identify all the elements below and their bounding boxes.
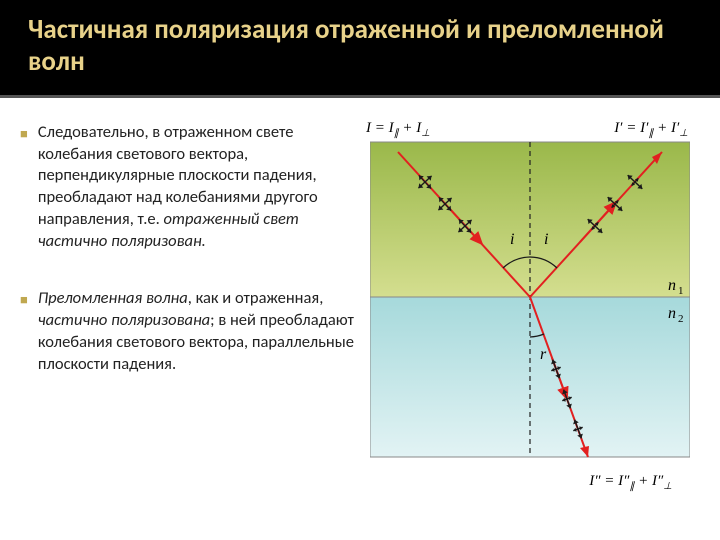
svg-text:1: 1 — [678, 285, 684, 297]
b2-mid: , как и отраженная, — [188, 288, 324, 308]
svg-text:r: r — [540, 346, 547, 363]
svg-text:n: n — [668, 277, 676, 294]
svg-text:i: i — [544, 231, 548, 248]
b2-em1: Преломленная волна — [38, 288, 188, 308]
content-area: ■ Следовательно, в отраженном свете коле… — [0, 98, 720, 492]
svg-text:i: i — [510, 231, 514, 248]
bullet-icon: ■ — [20, 126, 28, 253]
diagram-svg: i i r n 1 n 2 — [370, 122, 690, 477]
bullet-2: ■ Преломленная волна, как и отраженная, … — [20, 288, 360, 375]
bullet-1-text: Следовательно, в отраженном свете колеба… — [38, 122, 360, 253]
bullet-1: ■ Следовательно, в отраженном свете коле… — [20, 122, 360, 253]
polarization-diagram: I = I∥ + I⊥ I′ = I′∥ + I′⊥ I″ = I″∥ + I″… — [370, 122, 690, 492]
formula-refracted: I″ = I″∥ + I″⊥ — [589, 473, 672, 492]
bullet-icon: ■ — [20, 292, 28, 375]
text-column: ■ Следовательно, в отраженном свете коле… — [20, 122, 360, 492]
svg-text:2: 2 — [678, 313, 684, 325]
b2-em2: частично поляризована — [38, 310, 210, 330]
bullet-2-text: Преломленная волна, как и отраженная, ча… — [38, 288, 360, 375]
formula-reflected: I′ = I′∥ + I′⊥ — [614, 120, 688, 139]
formula-incident: I = I∥ + I⊥ — [366, 120, 430, 139]
title-text: Частичная поляризация отраженной и прело… — [28, 13, 664, 78]
slide-title: Частичная поляризация отраженной и прело… — [0, 0, 720, 98]
svg-text:n: n — [668, 305, 676, 322]
